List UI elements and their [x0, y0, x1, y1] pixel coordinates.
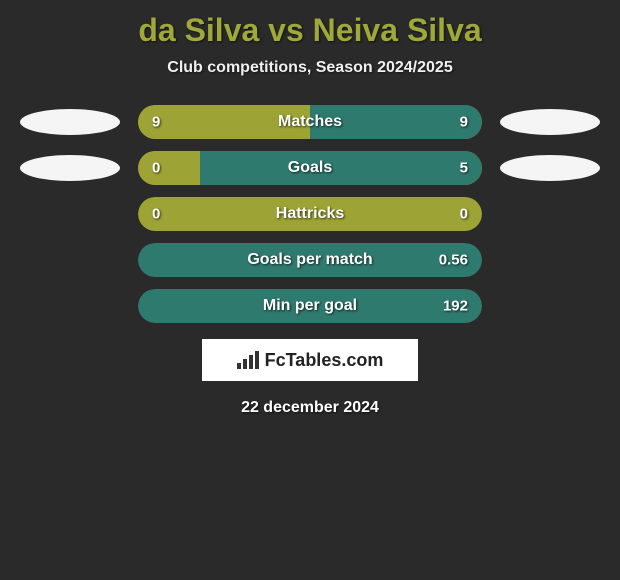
stat-row: Goals 0 5: [0, 151, 620, 185]
stat-value-right: 9: [460, 114, 468, 131]
stat-label: Matches: [278, 113, 342, 131]
stat-value-right: 5: [460, 160, 468, 177]
stat-bar: Hattricks 0 0: [138, 197, 482, 231]
stat-row: Goals per match 0.56: [0, 243, 620, 277]
stat-value-right: 192: [443, 298, 468, 315]
stat-row: Min per goal 192: [0, 289, 620, 323]
date-label: 22 december 2024: [241, 399, 379, 417]
bar-fill-right: [200, 151, 482, 185]
spacer: [500, 201, 600, 227]
player-avatar-right: [500, 155, 600, 181]
stat-bar: Min per goal 192: [138, 289, 482, 323]
stat-label: Min per goal: [263, 297, 357, 315]
footer: FcTables.com 22 december 2024: [0, 339, 620, 417]
stat-label: Goals per match: [247, 251, 372, 269]
stat-row: Hattricks 0 0: [0, 197, 620, 231]
spacer: [20, 247, 120, 273]
stat-value-right: 0.56: [439, 252, 468, 269]
player-avatar-left: [20, 155, 120, 181]
stat-value-left: 9: [152, 114, 160, 131]
spacer: [500, 293, 600, 319]
page-title: da Silva vs Neiva Silva: [0, 0, 620, 49]
brand-text: FcTables.com: [265, 350, 384, 371]
spacer: [20, 293, 120, 319]
brand-badge: FcTables.com: [202, 339, 418, 381]
stat-bar: Goals 0 5: [138, 151, 482, 185]
stat-value-left: 0: [152, 160, 160, 177]
player-avatar-right: [500, 109, 600, 135]
subtitle: Club competitions, Season 2024/2025: [0, 59, 620, 77]
comparison-chart: Matches 9 9 Goals 0 5 Hattricks 0 0 Goals per mat…: [0, 105, 620, 323]
stat-value-left: 0: [152, 206, 160, 223]
player-avatar-left: [20, 109, 120, 135]
stat-row: Matches 9 9: [0, 105, 620, 139]
stat-bar: Matches 9 9: [138, 105, 482, 139]
bars-icon: [237, 351, 259, 369]
stat-label: Hattricks: [276, 205, 344, 223]
spacer: [20, 201, 120, 227]
stat-value-right: 0: [460, 206, 468, 223]
stat-label: Goals: [288, 159, 332, 177]
stat-bar: Goals per match 0.56: [138, 243, 482, 277]
bar-fill-left: [138, 151, 200, 185]
spacer: [500, 247, 600, 273]
